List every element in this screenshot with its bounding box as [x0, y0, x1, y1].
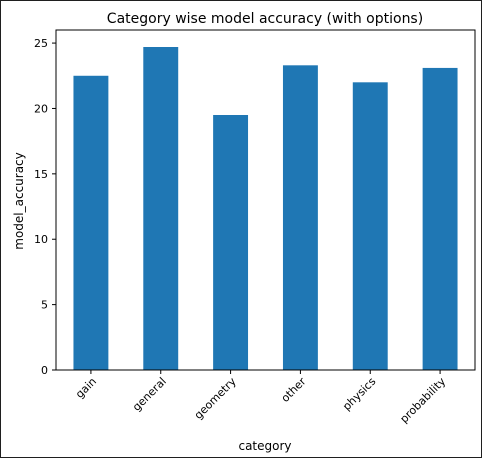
x-tick-label-probability: probability: [398, 375, 449, 426]
y-tick-label-15: 15: [34, 168, 48, 181]
y-tick-label-0: 0: [41, 364, 48, 377]
y-tick-label-25: 25: [34, 37, 48, 50]
bar-geometry: [213, 115, 249, 370]
bar-probability: [422, 67, 458, 370]
y-tick-label-5: 5: [41, 299, 48, 312]
plot-area: gain general geometry other physics probabili…: [34, 29, 476, 426]
x-tick-label-geometry: geometry: [192, 375, 239, 422]
bar-general: [143, 47, 179, 370]
plot-border: [55, 29, 476, 371]
x-tick-label-physics: physics: [340, 375, 378, 413]
bar-gain: [73, 75, 109, 371]
y-tick-label-20: 20: [34, 102, 48, 115]
x-axis-label: category: [238, 439, 291, 453]
bar-physics: [352, 82, 388, 371]
chart-title: Category wise model accuracy (with optio…: [107, 11, 423, 27]
bar-other: [282, 65, 318, 371]
y-tick-label-10: 10: [34, 233, 48, 246]
x-tick-label-gain: gain: [73, 375, 99, 401]
x-tick-label-general: general: [130, 375, 169, 414]
y-axis-label: model_accuracy: [12, 152, 26, 250]
x-tick-label-other: other: [279, 375, 309, 405]
